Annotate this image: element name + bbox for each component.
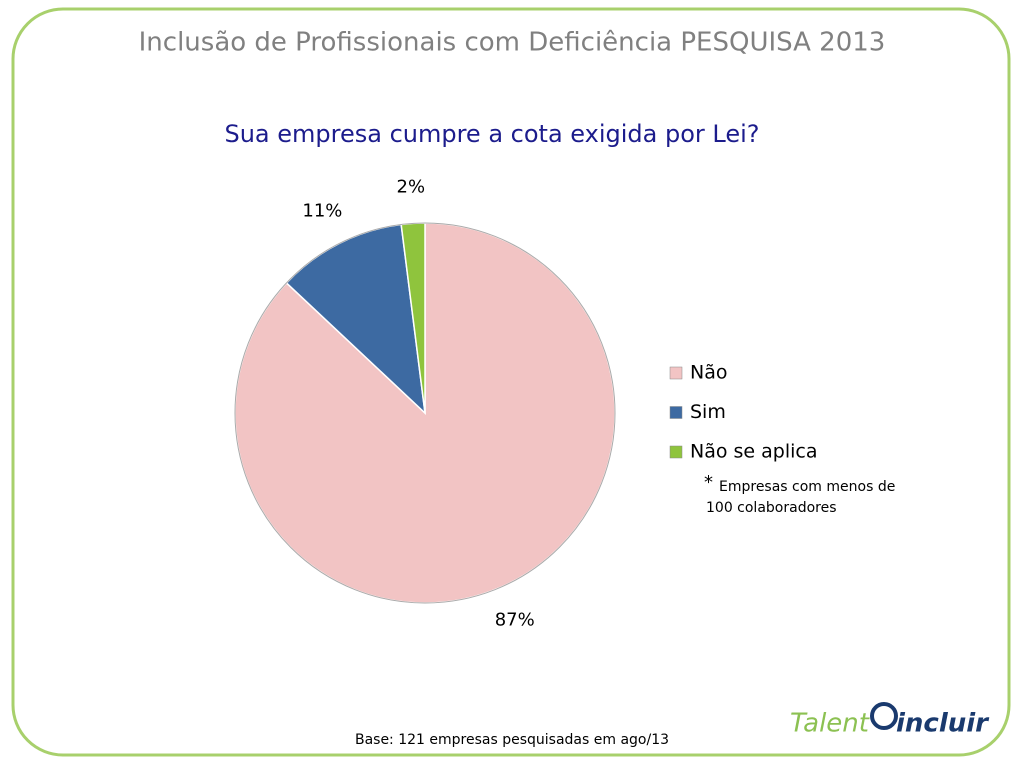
chart-title: Sua empresa cumpre a cota exigida por Le… bbox=[224, 120, 759, 148]
data-label: 2% bbox=[397, 176, 426, 197]
legend-swatch bbox=[669, 366, 683, 380]
legend-swatch bbox=[669, 445, 683, 459]
legend-label: Não bbox=[690, 362, 727, 384]
legend-label: Sim bbox=[690, 401, 726, 423]
data-label: 87% bbox=[495, 609, 535, 630]
legend-label: Não se aplica bbox=[690, 441, 818, 463]
legend-swatch bbox=[669, 406, 683, 419]
slide-title: Inclusão de Profissionais com Deficiênci… bbox=[139, 28, 886, 58]
footer-text: Base: 121 empresas pesquisadas em ago/13 bbox=[355, 732, 669, 748]
slide-border bbox=[11, 7, 1011, 757]
note-line: Empresas com menos de bbox=[719, 479, 895, 495]
note-mark: * bbox=[704, 472, 713, 493]
logo-text: Talent bbox=[790, 709, 870, 739]
data-label: 11% bbox=[302, 201, 342, 222]
pie-outline bbox=[234, 222, 616, 604]
logo-icon bbox=[870, 702, 898, 730]
logo-text: incluir bbox=[896, 709, 990, 739]
note-line: 100 colaboradores bbox=[706, 500, 837, 516]
